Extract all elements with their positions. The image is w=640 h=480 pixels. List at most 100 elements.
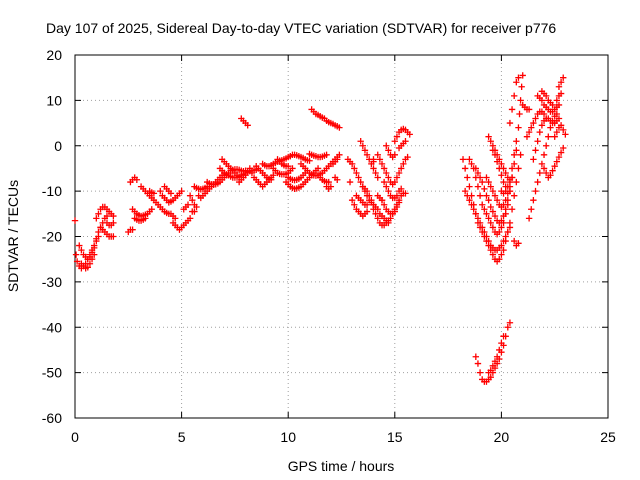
data-point <box>393 203 401 211</box>
data-point <box>506 319 514 326</box>
data-point <box>184 201 192 208</box>
data-point <box>500 246 507 254</box>
data-point <box>327 183 335 190</box>
data-point <box>500 178 507 186</box>
data-point <box>500 201 507 208</box>
data-point <box>376 156 384 163</box>
y-tick-label: -20 <box>42 229 62 245</box>
data-point <box>549 101 556 109</box>
data-point <box>334 176 341 183</box>
data-point <box>461 187 469 195</box>
data-point <box>487 219 494 227</box>
data-point <box>380 178 388 186</box>
data-point <box>553 158 561 165</box>
data-point <box>504 183 511 190</box>
data-point <box>391 138 398 145</box>
data-point <box>400 160 407 168</box>
data-point <box>493 353 501 360</box>
data-point <box>374 151 381 159</box>
data-point <box>476 174 484 181</box>
data-point <box>510 192 518 199</box>
data-point <box>498 224 505 231</box>
data-point <box>491 212 499 220</box>
data-point <box>549 167 556 174</box>
data-point <box>348 160 356 168</box>
data-point <box>489 187 497 195</box>
data-point <box>489 147 497 154</box>
data-point <box>560 126 567 134</box>
data-point <box>481 228 488 236</box>
data-points <box>71 72 569 385</box>
data-point <box>359 183 367 190</box>
y-tick-label: 0 <box>54 138 62 154</box>
data-point <box>76 242 83 249</box>
data-point <box>498 160 505 168</box>
data-point <box>110 233 117 240</box>
data-point <box>489 224 497 231</box>
data-point <box>515 165 522 172</box>
data-point <box>86 260 94 267</box>
data-point <box>397 185 405 193</box>
data-point <box>534 138 541 145</box>
x-axis-title: GPS time / hours <box>288 458 395 474</box>
data-point <box>404 153 411 161</box>
data-point <box>496 346 503 354</box>
data-point <box>538 160 546 168</box>
data-point <box>525 106 533 113</box>
data-point <box>380 201 388 208</box>
data-point <box>148 206 155 213</box>
data-point <box>93 237 100 245</box>
data-point <box>348 197 356 204</box>
data-point <box>562 131 569 138</box>
data-point <box>178 187 185 195</box>
data-point <box>517 97 524 104</box>
data-point <box>72 251 80 258</box>
data-point <box>532 115 539 122</box>
data-point <box>391 178 398 186</box>
data-point <box>502 233 509 240</box>
data-point <box>502 169 509 177</box>
x-tick-label: 5 <box>178 429 186 445</box>
y-tick-label: -40 <box>42 319 62 335</box>
data-point <box>487 183 494 190</box>
data-point <box>474 215 482 222</box>
data-point <box>133 176 141 183</box>
data-point <box>551 162 558 170</box>
data-point <box>525 128 533 136</box>
data-point <box>88 255 96 263</box>
data-point <box>193 203 200 211</box>
data-point <box>516 110 523 118</box>
data-point <box>84 264 91 271</box>
data-point <box>540 151 548 159</box>
data-point <box>157 187 164 195</box>
data-point <box>496 228 503 236</box>
data-point <box>385 187 392 195</box>
data-point <box>391 151 398 159</box>
data-point <box>510 237 518 245</box>
data-point <box>508 206 516 213</box>
data-point <box>510 92 518 100</box>
data-point <box>502 197 509 204</box>
data-point <box>306 157 313 164</box>
data-point <box>491 192 499 199</box>
data-point <box>513 178 520 186</box>
data-point <box>95 233 102 240</box>
data-point <box>532 187 539 195</box>
data-point <box>560 74 567 81</box>
data-point <box>191 208 198 215</box>
y-tick-label: -10 <box>42 183 62 199</box>
y-tick-label: -30 <box>42 274 62 290</box>
data-point <box>519 72 526 79</box>
data-point <box>393 192 401 199</box>
chart-title: Day 107 of 2025, Sidereal Day-to-day VTE… <box>46 20 556 36</box>
data-point <box>90 244 98 252</box>
data-point <box>244 122 251 129</box>
data-point <box>393 133 401 140</box>
data-point <box>555 83 563 90</box>
data-point <box>508 165 516 172</box>
data-point <box>361 187 369 195</box>
data-point <box>485 197 492 204</box>
data-point <box>459 156 467 163</box>
data-point <box>483 210 490 218</box>
